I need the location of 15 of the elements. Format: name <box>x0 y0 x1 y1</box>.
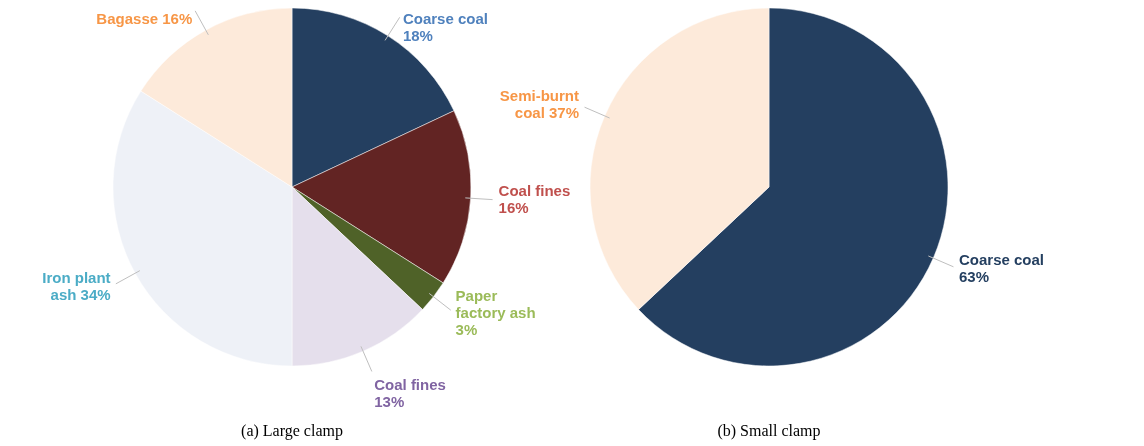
data-label: 18% <box>402 27 433 44</box>
slice-label: Coal fines <box>374 375 446 393</box>
data-label: 13% <box>374 392 405 410</box>
data-label: 3% <box>455 321 478 339</box>
text: (a) Large clamp <box>241 422 343 440</box>
text: (b) Small clamp <box>717 422 821 440</box>
slice-label: Paper factory ash <box>455 287 536 322</box>
slice-label: Bagasse 16% <box>96 10 193 27</box>
slice-label: Coal fines <box>498 182 571 199</box>
data-label: 63% <box>958 268 990 286</box>
data-label: 16% <box>498 199 529 216</box>
slice-label: Coarse coal <box>958 251 1045 269</box>
slice-label: Semi-burnt coal 37% <box>499 86 580 121</box>
slice-label: Iron plant ash 34% <box>42 268 111 303</box>
slice-label: Coarse coal <box>402 10 488 27</box>
